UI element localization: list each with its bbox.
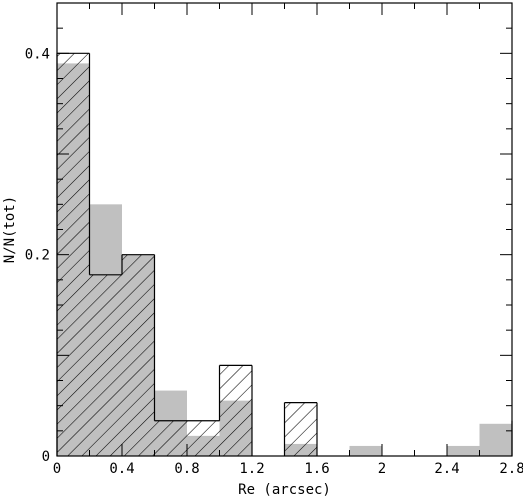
hatched-bar xyxy=(89,274,122,456)
gray-bar xyxy=(479,423,512,456)
x-tick-label: 2.8 xyxy=(499,461,523,477)
hatched-bar-series xyxy=(57,53,317,456)
hatched-bar xyxy=(284,402,317,456)
gray-bar xyxy=(447,445,480,456)
y-tick-label: 0 xyxy=(42,449,50,465)
x-tick-label: 0.8 xyxy=(174,461,199,477)
gray-bar xyxy=(349,445,382,456)
hatched-bar xyxy=(154,420,187,456)
x-tick-label: 2 xyxy=(378,461,386,477)
y-tick-label: 0.4 xyxy=(25,46,50,62)
y-tick-label: 0.2 xyxy=(25,248,50,264)
x-tick-label: 1.6 xyxy=(304,461,329,477)
hatched-bar xyxy=(122,254,155,456)
x-tick-label: 1.2 xyxy=(239,461,264,477)
hatched-bar xyxy=(219,365,252,456)
x-tick-labels: 0 0.4 0.8 1.2 1.6 2 2.4 2.8 xyxy=(53,461,523,477)
hatched-bar xyxy=(187,420,220,456)
y-tick-labels: 0 0.2 0.4 xyxy=(25,46,50,465)
x-axis-title: Re (arcsec) xyxy=(238,482,331,498)
x-tick-label: 0 xyxy=(53,461,61,477)
x-tick-label: 2.4 xyxy=(434,461,459,477)
x-tick-label: 0.4 xyxy=(109,461,134,477)
axis-ticks xyxy=(56,2,513,457)
y-axis-title: N/N(tot) xyxy=(2,196,18,263)
